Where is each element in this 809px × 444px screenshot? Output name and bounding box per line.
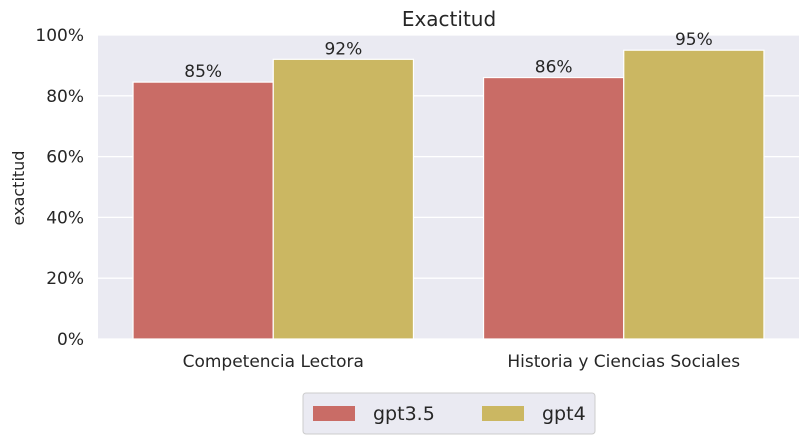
chart-title: Exactitud	[402, 7, 496, 31]
bar-gpt4-1	[623, 49, 765, 340]
bar-gpt35-0	[132, 81, 274, 340]
bar-value-label: 95%	[675, 30, 713, 50]
bar-gpt4-0	[272, 58, 415, 340]
x-tick-label: Historia y Ciencias Sociales	[507, 352, 740, 372]
y-axis-ticks: 0% 20% 40% 60% 80% 100%	[35, 26, 84, 350]
x-axis-ticks: Competencia Lectora Historia y Ciencias S…	[183, 352, 741, 372]
bars	[132, 49, 765, 340]
y-tick-label: 80%	[46, 87, 84, 107]
y-tick-label: 40%	[46, 208, 84, 228]
y-axis-label: exactitud	[9, 151, 28, 226]
legend-label: gpt4	[542, 403, 586, 425]
bar-value-label: 86%	[535, 58, 573, 78]
y-tick-label: 100%	[35, 26, 84, 46]
legend[interactable]: gpt3.5 gpt4	[302, 392, 596, 435]
data-labels: 85% 92% 86% 95%	[184, 30, 712, 82]
bar-value-label: 85%	[184, 62, 222, 82]
legend-swatch-gpt4	[482, 406, 524, 421]
legend-label: gpt3.5	[373, 403, 435, 425]
legend-swatch-gpt35	[313, 406, 355, 421]
bar-gpt35-1	[482, 76, 625, 340]
x-tick-label: Competencia Lectora	[183, 352, 364, 372]
bar-value-label: 92%	[324, 39, 362, 59]
y-tick-label: 60%	[46, 148, 84, 168]
legend-box	[302, 392, 596, 435]
y-tick-label: 20%	[46, 269, 84, 289]
y-tick-label: 0%	[57, 330, 84, 350]
